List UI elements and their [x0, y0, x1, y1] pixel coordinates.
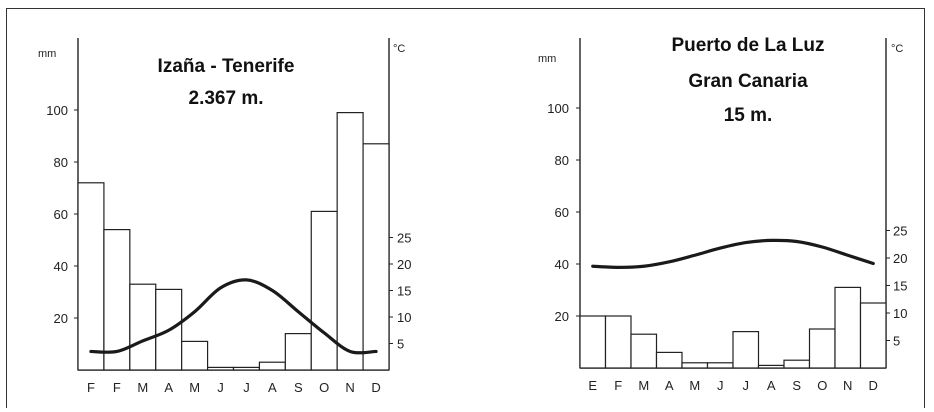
y2-tick-label: 10	[397, 310, 411, 325]
temperature-line	[591, 238, 875, 269]
y-tick-label: 40	[555, 257, 569, 272]
y2-tick-label: 10	[893, 306, 907, 321]
y2-tick-label: 15	[893, 279, 907, 294]
chart-title-line: 2.367 m.	[189, 88, 264, 109]
month-label: A	[268, 380, 277, 395]
y2-axis-unit: °C	[891, 43, 903, 55]
precipitation-bar	[206, 366, 235, 371]
y-tick-label: 80	[555, 153, 569, 168]
y-axis-unit: mm	[538, 53, 556, 65]
month-label: J	[217, 380, 224, 395]
month-label: E	[588, 378, 597, 393]
precipitation-bar	[732, 331, 760, 369]
month-label: O	[817, 378, 827, 393]
month-label: N	[345, 380, 354, 395]
month-label: S	[792, 378, 801, 393]
y2-tick-label: 25	[397, 231, 411, 246]
y-tick-label: 60	[54, 207, 68, 222]
month-label: F	[113, 380, 121, 395]
precipitation-bar	[706, 362, 734, 369]
chart-1: mm °C 20 40 60 80 100 5 10 15 20 25 F F M A M J J A S O N D Izañ…	[38, 38, 411, 395]
y-tick-label: 80	[54, 155, 68, 170]
month-label: A	[767, 378, 776, 393]
chart-title-line: Gran Canaria	[688, 71, 808, 92]
precipitation-bar	[232, 366, 261, 371]
month-label: M	[137, 380, 148, 395]
chart-title-line: 15 m.	[724, 105, 773, 126]
precipitation-bar	[579, 315, 607, 369]
y2-axis-unit: °C	[393, 43, 405, 55]
month-label: J	[743, 378, 750, 393]
y2-tick-label: 5	[397, 337, 404, 352]
precipitation-bar	[258, 361, 286, 371]
precipitation-bar	[604, 315, 632, 369]
y2-tick-label: 20	[397, 257, 411, 272]
month-label: M	[638, 378, 649, 393]
precipitation-bar	[284, 333, 312, 371]
y-tick-label: 100	[547, 101, 569, 116]
precipitation-bar	[859, 302, 887, 369]
month-label: J	[243, 380, 250, 395]
precipitation-bar	[655, 351, 683, 369]
y-tick-label: 60	[555, 205, 569, 220]
chart-title-line: Izaña - Tenerife	[158, 56, 295, 77]
month-label: A	[665, 378, 674, 393]
precipitation-bar	[362, 143, 390, 371]
y2-tick-label: 5	[893, 334, 900, 349]
month-label: F	[614, 378, 622, 393]
figure-frame	[6, 8, 925, 408]
precipitation-bar	[336, 111, 364, 371]
y-tick-label: 40	[54, 259, 68, 274]
y-tick-label: 100	[46, 103, 68, 118]
month-label: D	[869, 378, 878, 393]
month-label: D	[371, 380, 380, 395]
month-label: F	[87, 380, 95, 395]
precipitation-bar	[77, 182, 105, 371]
y-axis-unit: mm	[38, 48, 56, 60]
temperature-line	[89, 278, 378, 355]
precipitation-bar	[181, 340, 209, 371]
y2-tick-label: 15	[397, 284, 411, 299]
precipitation-bar	[757, 364, 785, 369]
precipitation-bar	[834, 286, 862, 369]
precipitation-bar	[129, 283, 157, 371]
month-label: O	[319, 380, 329, 395]
month-label: S	[294, 380, 303, 395]
y-tick-label: 20	[555, 309, 569, 324]
precipitation-bar	[783, 359, 811, 369]
month-label: M	[189, 380, 200, 395]
chart-title-line: Puerto de La Luz	[671, 35, 824, 56]
month-label: J	[717, 378, 724, 393]
precipitation-bar	[681, 362, 709, 369]
month-label: N	[843, 378, 852, 393]
month-label: M	[689, 378, 700, 393]
y2-tick-label: 20	[893, 251, 907, 266]
month-label: A	[164, 380, 173, 395]
y-tick-label: 20	[54, 311, 68, 326]
y2-tick-label: 25	[893, 224, 907, 239]
precipitation-bar	[808, 328, 836, 369]
precipitation-bar	[630, 333, 658, 369]
precipitation-bar	[310, 210, 338, 371]
